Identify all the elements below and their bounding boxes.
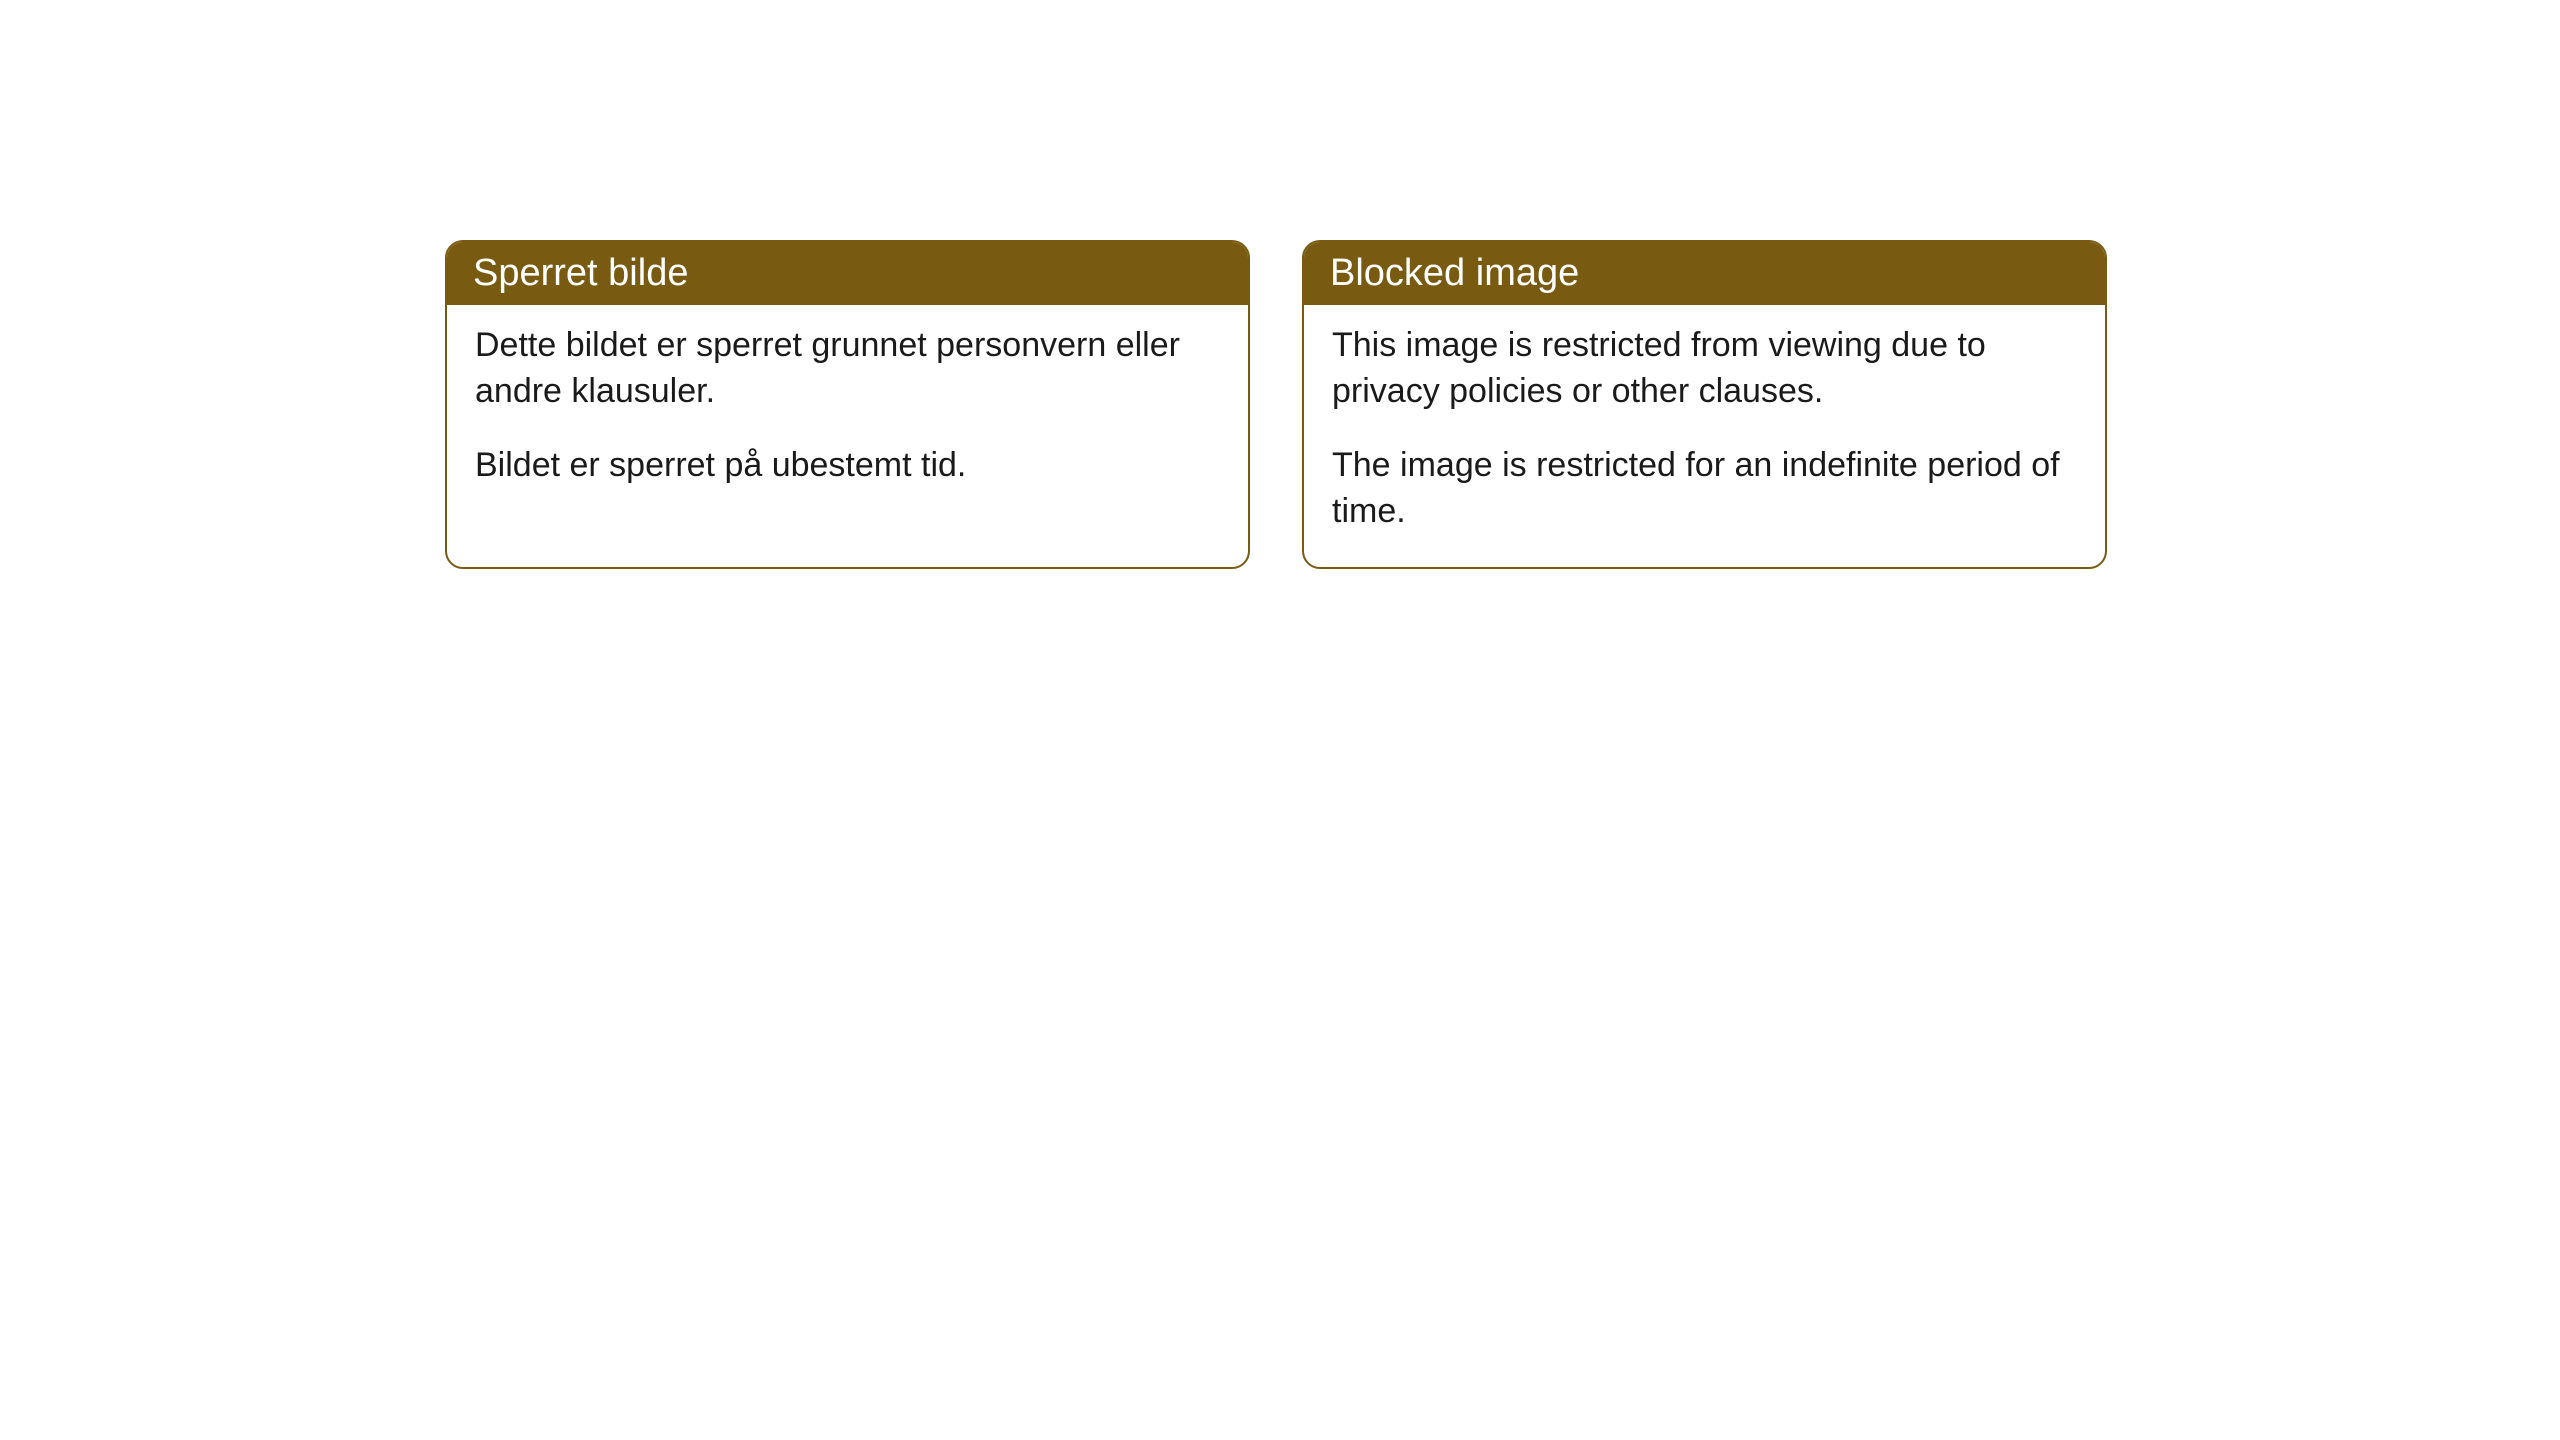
card-body-norwegian: Dette bildet er sperret grunnet personve… [447,305,1248,521]
card-header-english: Blocked image [1304,242,2105,305]
card-norwegian: Sperret bilde Dette bildet er sperret gr… [445,240,1250,569]
card-header-norwegian: Sperret bilde [447,242,1248,305]
card-paragraph-2: Bildet er sperret på ubestemt tid. [475,443,1220,489]
card-body-english: This image is restricted from viewing du… [1304,305,2105,567]
card-paragraph-1: This image is restricted from viewing du… [1332,323,2077,415]
cards-container: Sperret bilde Dette bildet er sperret gr… [445,240,2107,569]
card-paragraph-2: The image is restricted for an indefinit… [1332,443,2077,535]
card-english: Blocked image This image is restricted f… [1302,240,2107,569]
card-paragraph-1: Dette bildet er sperret grunnet personve… [475,323,1220,415]
